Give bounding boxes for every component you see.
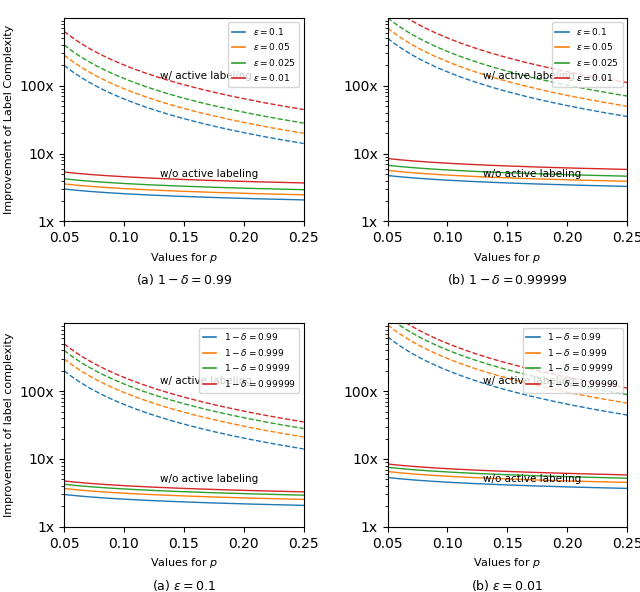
Text: w/ active labeling: w/ active labeling	[483, 377, 575, 387]
X-axis label: Values for $p$: Values for $p$	[150, 556, 218, 570]
X-axis label: Values for $p$: Values for $p$	[474, 250, 541, 265]
Title: (b) $\epsilon = 0.01$: (b) $\epsilon = 0.01$	[471, 578, 543, 592]
Text: w/o active labeling: w/o active labeling	[160, 169, 258, 179]
X-axis label: Values for $p$: Values for $p$	[474, 556, 541, 570]
Title: (b) $1-\delta=0.99999$: (b) $1-\delta=0.99999$	[447, 272, 568, 287]
Y-axis label: Improvement of Label Complexity: Improvement of Label Complexity	[4, 25, 14, 214]
X-axis label: Values for $p$: Values for $p$	[150, 250, 218, 265]
Legend: $\epsilon = 0.1$, $\epsilon = 0.05$, $\epsilon = 0.025$, $\epsilon = 0.01$: $\epsilon = 0.1$, $\epsilon = 0.05$, $\e…	[228, 22, 299, 87]
Text: w/o active labeling: w/o active labeling	[160, 474, 258, 484]
Y-axis label: Improvement of label complexity: Improvement of label complexity	[4, 333, 14, 517]
Legend: $1-\delta = 0.99$, $1-\delta = 0.999$, $1-\delta = 0.9999$, $1-\delta = 0.99999$: $1-\delta = 0.99$, $1-\delta = 0.999$, $…	[523, 328, 623, 392]
Legend: $1-\delta = 0.99$, $1-\delta = 0.999$, $1-\delta = 0.9999$, $1-\delta = 0.99999$: $1-\delta = 0.99$, $1-\delta = 0.999$, $…	[199, 328, 299, 392]
Text: w/ active labeling: w/ active labeling	[160, 377, 252, 387]
Text: w/o active labeling: w/o active labeling	[483, 474, 582, 484]
Title: (a) $\epsilon = 0.1$: (a) $\epsilon = 0.1$	[152, 578, 216, 592]
Title: (a) $1-\delta=0.99$: (a) $1-\delta=0.99$	[136, 272, 232, 287]
Text: w/ active labeling: w/ active labeling	[160, 71, 252, 81]
Text: w/ active labeling: w/ active labeling	[483, 71, 575, 81]
Text: w/o active labeling: w/o active labeling	[483, 169, 582, 179]
Legend: $\epsilon = 0.1$, $\epsilon = 0.05$, $\epsilon = 0.025$, $\epsilon = 0.01$: $\epsilon = 0.1$, $\epsilon = 0.05$, $\e…	[552, 22, 623, 87]
